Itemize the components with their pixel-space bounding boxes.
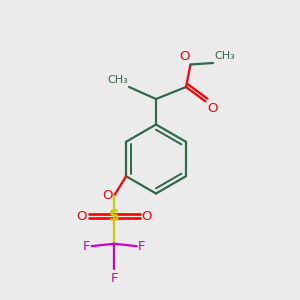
- Text: CH₃: CH₃: [107, 75, 128, 85]
- Text: O: O: [179, 50, 189, 63]
- Text: O: O: [207, 102, 218, 115]
- Text: F: F: [138, 240, 146, 253]
- Text: O: O: [141, 210, 152, 223]
- Text: O: O: [102, 189, 112, 202]
- Text: F: F: [110, 272, 118, 285]
- Text: S: S: [109, 209, 119, 224]
- Text: O: O: [76, 210, 87, 223]
- Text: CH₃: CH₃: [214, 51, 235, 61]
- Text: F: F: [82, 240, 90, 253]
